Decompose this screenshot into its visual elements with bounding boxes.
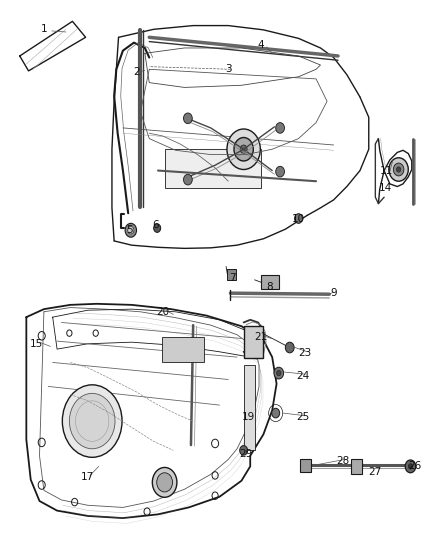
Circle shape (183, 113, 192, 124)
Text: 17: 17 (81, 472, 94, 482)
Text: 7: 7 (229, 273, 236, 283)
Circle shape (294, 214, 302, 223)
Bar (243, 365, 254, 450)
Circle shape (152, 467, 177, 497)
Circle shape (404, 460, 415, 473)
Circle shape (275, 123, 284, 133)
Circle shape (127, 227, 134, 234)
Circle shape (153, 224, 160, 232)
Text: 9: 9 (329, 288, 336, 298)
FancyBboxPatch shape (300, 459, 310, 472)
Circle shape (233, 138, 253, 161)
Text: 20: 20 (155, 307, 169, 317)
Text: 3: 3 (224, 64, 231, 74)
Circle shape (275, 166, 284, 177)
Text: 21: 21 (254, 332, 267, 342)
Circle shape (396, 167, 400, 172)
FancyBboxPatch shape (261, 275, 278, 289)
Circle shape (273, 367, 283, 379)
Circle shape (69, 393, 115, 449)
Text: 27: 27 (368, 467, 381, 477)
Text: 4: 4 (257, 41, 264, 50)
Text: 14: 14 (378, 183, 391, 192)
Text: 1: 1 (40, 25, 47, 34)
Text: 25: 25 (296, 412, 309, 422)
Circle shape (388, 158, 407, 181)
FancyBboxPatch shape (350, 459, 361, 474)
FancyBboxPatch shape (244, 326, 262, 358)
Text: 11: 11 (379, 166, 392, 175)
Circle shape (285, 342, 293, 353)
Text: 19: 19 (241, 412, 254, 422)
Text: 15: 15 (29, 339, 42, 349)
Circle shape (156, 473, 172, 492)
Circle shape (271, 408, 279, 418)
Circle shape (226, 129, 260, 169)
Bar (164, 149, 261, 188)
Circle shape (239, 446, 247, 455)
Text: 2: 2 (132, 67, 139, 77)
Circle shape (407, 464, 412, 469)
Text: 29: 29 (239, 449, 252, 459)
Text: 10: 10 (291, 214, 304, 223)
Text: 24: 24 (296, 371, 309, 381)
Circle shape (392, 163, 403, 176)
FancyBboxPatch shape (226, 269, 235, 280)
Text: 6: 6 (152, 220, 159, 230)
Text: 23: 23 (298, 348, 311, 358)
Text: 5: 5 (126, 225, 133, 235)
Circle shape (125, 223, 136, 237)
Circle shape (183, 174, 192, 185)
Text: 28: 28 (335, 456, 348, 466)
Text: 26: 26 (407, 462, 420, 471)
Circle shape (240, 145, 247, 154)
Circle shape (62, 385, 122, 457)
Circle shape (276, 370, 280, 376)
Text: 8: 8 (266, 282, 273, 292)
Bar (162, 337, 204, 362)
